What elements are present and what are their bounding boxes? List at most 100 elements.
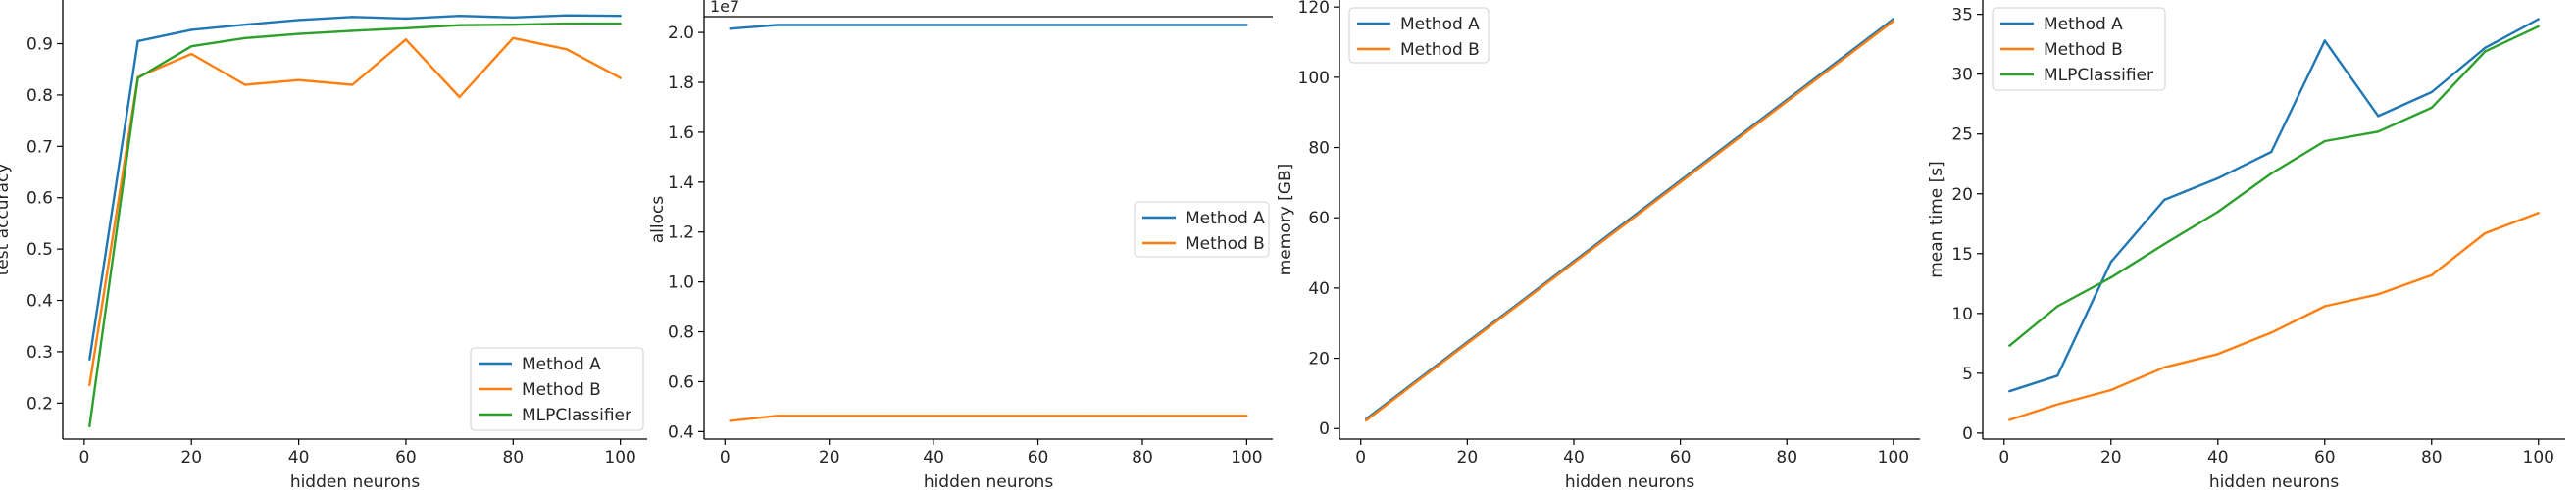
y-tick-label: 25 bbox=[1951, 125, 1973, 145]
data-point bbox=[2323, 305, 2326, 308]
x-tick-label: 100 bbox=[604, 448, 635, 467]
y-tick-label: 40 bbox=[1308, 279, 1330, 299]
y-tick-label: 10 bbox=[1951, 305, 1973, 324]
data-point bbox=[729, 419, 732, 422]
data-point bbox=[2109, 261, 2112, 264]
x-tick-label: 80 bbox=[1776, 448, 1797, 467]
data-point bbox=[2377, 293, 2380, 296]
series-line-1 bbox=[730, 24, 1247, 30]
data-point bbox=[2008, 389, 2011, 393]
data-point bbox=[2056, 374, 2059, 377]
x-tick-label: 0 bbox=[720, 448, 731, 467]
data-point bbox=[2056, 305, 2059, 308]
data-point bbox=[2163, 366, 2166, 368]
legend-entry: Method B bbox=[1400, 40, 1480, 60]
y-tick-label: 100 bbox=[1298, 69, 1330, 88]
chart-panel-4: 0 20 40 60 80 100 0 5 10 15 20 25 30 35 hidden neurons… bbox=[1927, 0, 2565, 490]
x-tick-label: 20 bbox=[819, 448, 840, 467]
y-tick-label: 0.4 bbox=[668, 422, 694, 442]
data-point bbox=[619, 76, 622, 79]
data-point bbox=[1892, 20, 1895, 23]
data-point bbox=[243, 36, 247, 39]
data-point bbox=[2484, 50, 2487, 53]
legend-entry: Method B bbox=[1186, 234, 1265, 254]
legend-box bbox=[470, 347, 644, 431]
data-point bbox=[2377, 130, 2380, 133]
x-tick-label: 60 bbox=[2314, 448, 2336, 467]
y-tick-label: 0.3 bbox=[26, 343, 53, 363]
y-tick-label: 20 bbox=[1951, 185, 1973, 205]
data-point bbox=[2484, 231, 2487, 235]
data-point bbox=[88, 358, 91, 361]
legend: Method A Method B MLPClassifier bbox=[1992, 7, 2166, 91]
x-tick-label: 60 bbox=[1028, 448, 1049, 467]
y-tick-label: 1.2 bbox=[668, 223, 694, 243]
chart-panel-1: 0 20 40 60 80 100 0.2 0.3 0.4 0.5 0.6 0.7 0.8 0.9 hidd… bbox=[0, 0, 647, 490]
data-point bbox=[2163, 242, 2166, 246]
data-point bbox=[2008, 418, 2011, 421]
data-point bbox=[1140, 415, 1144, 417]
data-point bbox=[1839, 60, 1842, 63]
y-tick-label: 0.5 bbox=[26, 240, 53, 260]
data-point bbox=[985, 415, 987, 417]
data-point bbox=[985, 24, 987, 26]
data-point bbox=[1192, 415, 1196, 417]
data-point bbox=[776, 415, 779, 417]
y-tick-label: 0.6 bbox=[26, 189, 53, 209]
x-tick-label: 20 bbox=[1457, 448, 1479, 467]
data-point bbox=[1088, 415, 1091, 417]
data-point bbox=[1088, 24, 1091, 26]
data-point bbox=[1036, 24, 1039, 26]
y-tick-label: 1.6 bbox=[668, 123, 694, 143]
data-point bbox=[1572, 261, 1576, 265]
data-point bbox=[2109, 388, 2112, 392]
data-point bbox=[243, 23, 247, 26]
data-point bbox=[1892, 18, 1895, 21]
data-point bbox=[2056, 403, 2059, 406]
data-point bbox=[458, 15, 461, 18]
x-tick-label: 100 bbox=[2523, 448, 2554, 467]
data-point bbox=[2430, 106, 2433, 110]
axis-offset-label: 1e7 bbox=[710, 0, 739, 16]
y-tick-label: 0.8 bbox=[26, 86, 53, 106]
y-tick-label: 5 bbox=[1962, 365, 1973, 384]
data-point bbox=[2216, 353, 2219, 356]
data-point bbox=[2430, 90, 2433, 94]
y-axis-label: allocs bbox=[648, 196, 668, 244]
legend-entry: Method A bbox=[1400, 15, 1480, 34]
data-point bbox=[2323, 39, 2326, 42]
data-point bbox=[932, 415, 935, 417]
y-tick-label: 0 bbox=[1962, 424, 1973, 444]
y-tick-label: 60 bbox=[1308, 209, 1330, 228]
chart-panel-3: 0 20 40 60 80 100 0 20 40 60 80 100 120 hidden neuron… bbox=[1276, 0, 1920, 490]
data-point bbox=[619, 15, 622, 18]
x-tick-label: 80 bbox=[1132, 448, 1153, 467]
data-point bbox=[88, 383, 91, 387]
legend-entry: Method A bbox=[2044, 15, 2123, 34]
data-point bbox=[1245, 415, 1248, 417]
data-point bbox=[297, 19, 300, 22]
legend-entry: Method B bbox=[2044, 40, 2123, 60]
data-point bbox=[404, 17, 408, 21]
data-point bbox=[458, 24, 461, 26]
data-point bbox=[2537, 212, 2540, 215]
data-point bbox=[512, 23, 515, 26]
y-tick-label: 30 bbox=[1951, 66, 1973, 85]
data-point bbox=[404, 38, 408, 41]
legend: Method A Method B MLPClassifier bbox=[470, 347, 644, 431]
y-tick-label: 1.4 bbox=[668, 173, 694, 193]
x-tick-label: 0 bbox=[1355, 448, 1366, 467]
legend-entry: Method B bbox=[522, 380, 601, 400]
x-tick-label: 20 bbox=[2100, 448, 2122, 467]
y-axis-label: test accuracy bbox=[0, 164, 13, 276]
y-tick-label: 80 bbox=[1308, 139, 1330, 159]
x-axis-label: hidden neurons bbox=[2209, 472, 2340, 490]
y-tick-label: 0.7 bbox=[26, 137, 53, 157]
x-tick-label: 60 bbox=[395, 448, 417, 467]
x-tick-label: 20 bbox=[180, 448, 202, 467]
data-point bbox=[136, 39, 139, 43]
data-point bbox=[88, 424, 91, 428]
data-point bbox=[404, 26, 408, 30]
series-line-1 bbox=[88, 14, 621, 360]
